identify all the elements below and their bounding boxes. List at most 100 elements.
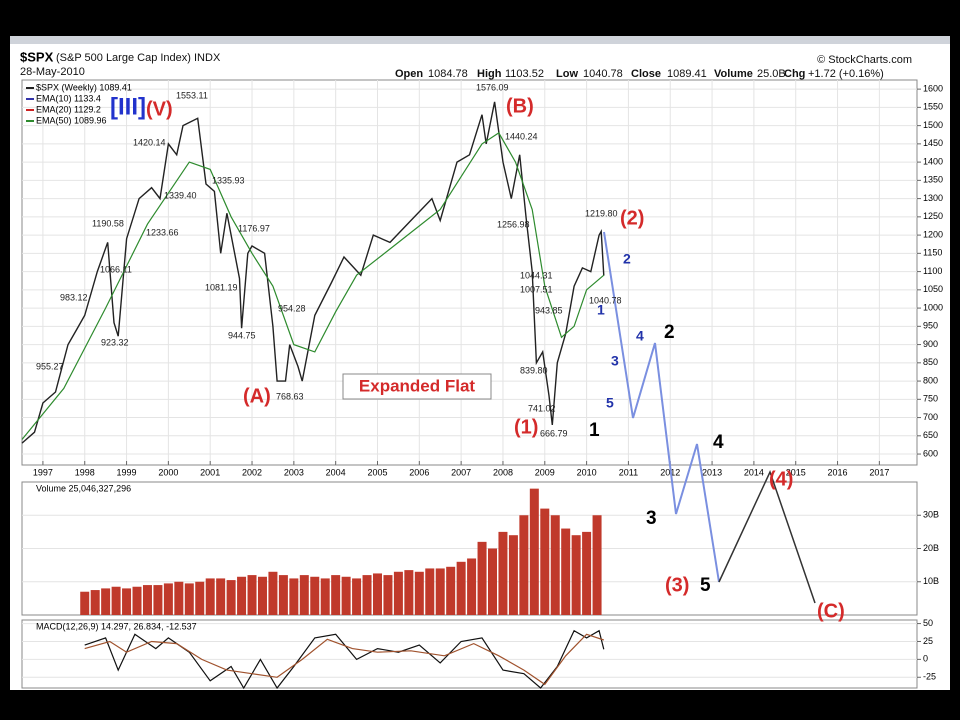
volume-bar <box>132 586 142 615</box>
x-tick-label: 1997 <box>33 467 53 477</box>
volume-bar <box>174 581 184 615</box>
volume-bar <box>362 575 372 615</box>
volume-bar <box>299 575 309 615</box>
x-tick-label: 2011 <box>619 467 638 477</box>
price-label: 1007.51 <box>520 284 553 294</box>
price-label: 741.02 <box>528 403 556 413</box>
wave-label: 3 <box>611 353 619 369</box>
volume-bar <box>153 585 163 615</box>
y-tick-label: 600 <box>923 448 938 458</box>
price-label: 1335.93 <box>212 175 245 185</box>
volume-bar <box>247 575 257 615</box>
volume-bar <box>195 581 205 615</box>
x-tick-label: 2008 <box>493 467 513 477</box>
legend-label: EMA(20) 1129.2 <box>36 104 101 114</box>
wave-projection <box>603 231 720 583</box>
volume-bar <box>278 575 288 615</box>
y-tick-label: 50 <box>923 618 933 628</box>
volume-bar <box>216 578 226 615</box>
volume-bar <box>582 531 592 615</box>
y-tick-label: 1200 <box>923 229 943 239</box>
x-tick-label: 2006 <box>409 467 429 477</box>
volume-bar <box>571 535 581 615</box>
date: 28-May-2010 <box>20 66 85 78</box>
volume-bar <box>488 548 498 615</box>
volume-bar <box>80 591 90 615</box>
x-tick-label: 2010 <box>577 467 597 477</box>
quote-value: 1089.41 <box>667 68 707 80</box>
quote-label: Volume <box>714 68 753 80</box>
price-label: 1440.24 <box>505 131 538 141</box>
price-label: 839.80 <box>520 365 548 375</box>
x-tick-label: 2009 <box>535 467 555 477</box>
price-label: 1040.78 <box>589 295 622 305</box>
y-tick-label: 1250 <box>923 211 943 221</box>
y-tick-label: 1550 <box>923 102 943 112</box>
x-tick-label: 1999 <box>117 467 137 477</box>
wave-label: (3) <box>665 574 689 596</box>
volume-bar <box>393 571 403 615</box>
price-label: 1176.97 <box>238 223 270 233</box>
quote-value: +1.72 (+0.16%) <box>808 68 884 80</box>
volume-bar <box>467 558 477 615</box>
price-label: 944.75 <box>228 330 256 340</box>
volume-bar <box>519 515 529 615</box>
panel-title: MACD(12,26,9) 14.297, 26.834, -12.537 <box>36 621 197 631</box>
y-tick-label: 30B <box>923 510 939 520</box>
quote-value: 1103.52 <box>505 68 544 80</box>
volume-bar <box>383 575 393 615</box>
volume-bar <box>310 576 320 615</box>
price-label: 955.27 <box>36 361 64 371</box>
wave-label: (B) <box>506 95 534 117</box>
volume-bar <box>320 578 330 615</box>
panel-title: Volume 25,046,327,296 <box>36 483 131 493</box>
wave-label: 5 <box>700 575 711 596</box>
quote-label: Chg <box>784 68 805 80</box>
price-label: 1190.58 <box>92 218 124 228</box>
y-tick-label: 1300 <box>923 193 943 203</box>
wave-label: (2) <box>620 207 644 229</box>
volume-bar <box>205 578 215 615</box>
toolbar <box>10 36 950 44</box>
quote-value: 1040.78 <box>583 68 623 80</box>
volume-bar <box>477 541 487 615</box>
wave-label: (C) <box>817 600 845 622</box>
price-label: 943.85 <box>535 305 563 315</box>
price-label: 1256.98 <box>497 219 530 229</box>
quote-value: 1084.78 <box>428 68 468 80</box>
volume-bar <box>414 571 424 615</box>
x-tick-label: 2013 <box>702 467 722 477</box>
x-tick-label: 2000 <box>158 467 178 477</box>
y-tick-label: 850 <box>923 357 938 367</box>
quote-label: Low <box>556 68 578 80</box>
price-label: 666.79 <box>540 428 568 438</box>
volume-bar <box>561 528 571 615</box>
source: © StockCharts.com <box>817 54 912 66</box>
quote: Open 1084.78 High 1103.52 Low 1040.78 Cl… <box>395 68 884 80</box>
x-tick-label: 2007 <box>451 467 471 477</box>
volume-bar <box>425 568 435 615</box>
price-label: 768.63 <box>276 391 304 401</box>
volume-bar <box>226 580 236 615</box>
price-label: 1576.09 <box>476 82 509 92</box>
volume-bar <box>529 488 539 615</box>
volume-bar <box>184 583 194 615</box>
volume-bar <box>268 571 278 615</box>
volume-bar <box>341 576 351 615</box>
price-label: 1081.19 <box>205 282 238 292</box>
projection <box>603 231 816 604</box>
x-tick-label: 1998 <box>75 467 95 477</box>
panel-frame <box>21 619 918 689</box>
volume-bar <box>498 531 508 615</box>
volume-bar <box>372 573 382 615</box>
wave-label: 4 <box>713 432 724 453</box>
price-label: 1066.11 <box>100 264 132 274</box>
price-label: 1553.11 <box>176 90 208 100</box>
y-tick-label: 1350 <box>923 175 943 185</box>
x-tick-label: 2016 <box>828 467 848 477</box>
series-line <box>21 132 605 440</box>
wave-label: 2 <box>664 322 675 343</box>
volume-bar <box>352 578 362 615</box>
volume-bar <box>540 508 550 615</box>
y-tick-label: 1450 <box>923 138 943 148</box>
